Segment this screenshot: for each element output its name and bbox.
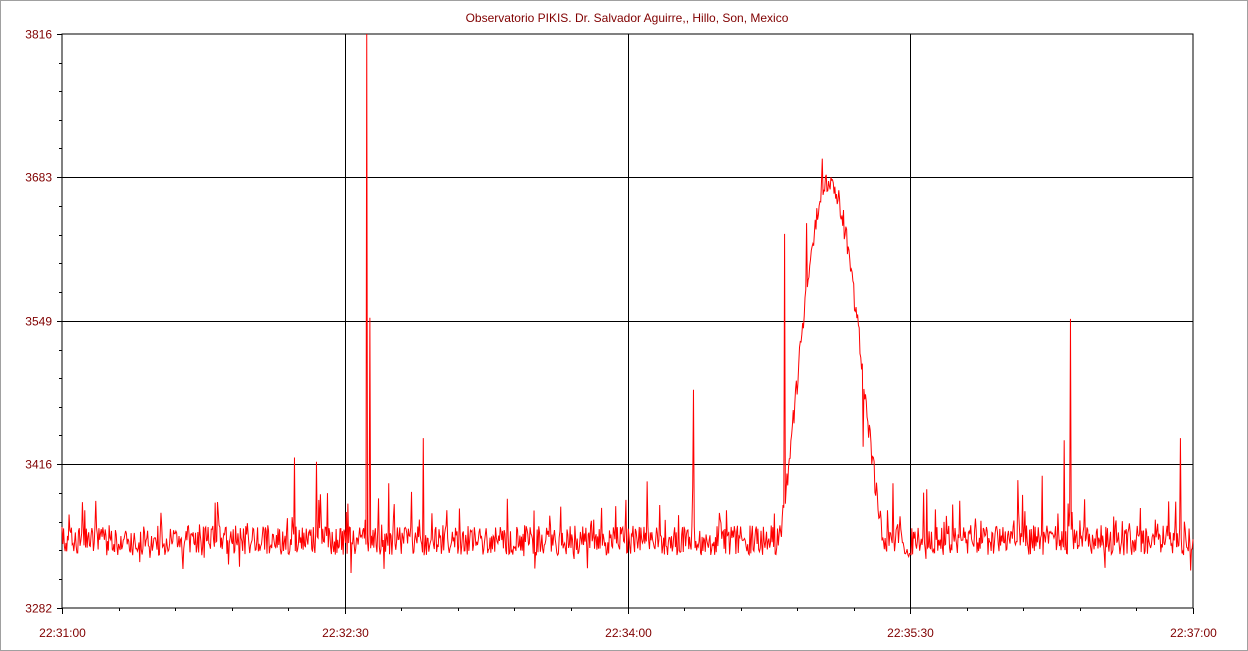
x-tick-label: 22:34:00 — [605, 626, 652, 640]
y-axis-labels: 3816 3683 3549 3416 3282 — [25, 28, 52, 616]
minor-ticks — [57, 34, 1194, 614]
y-tick-label: 3816 — [25, 28, 52, 42]
y-tick-label: 3282 — [25, 602, 52, 616]
y-tick-label: 3683 — [25, 171, 52, 185]
grid-lines — [62, 34, 1193, 608]
x-tick-label: 22:35:30 — [887, 626, 934, 640]
x-tick-label: 22:37:00 — [1170, 626, 1217, 640]
chart-title: Observatorio PIKIS. Dr. Salvador Aguirre… — [466, 11, 789, 25]
x-axis-labels: 22:31:00 22:32:30 22:34:00 22:35:30 22:37:00 — [39, 626, 1217, 640]
x-tick-label: 22:31:00 — [39, 626, 86, 640]
y-tick-label: 3549 — [25, 315, 52, 329]
y-tick-label: 3416 — [25, 458, 52, 472]
x-tick-label: 22:32:30 — [322, 626, 369, 640]
series-line — [61, 33, 1194, 574]
